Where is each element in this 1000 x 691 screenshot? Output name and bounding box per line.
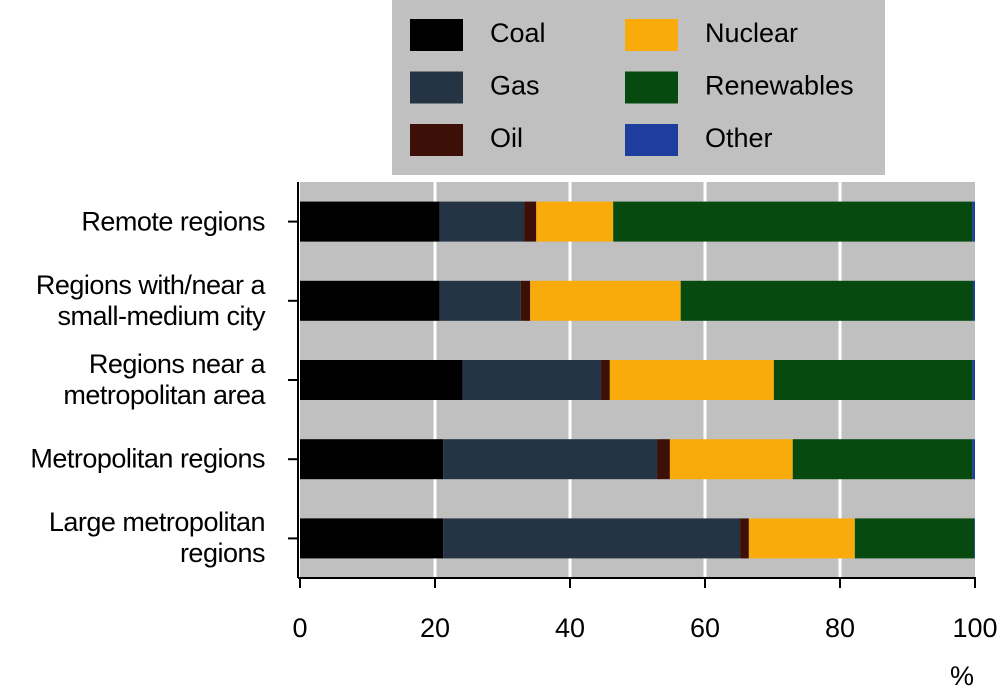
legend-swatch [625, 19, 678, 51]
bar-segment [972, 201, 975, 242]
legend-swatch [625, 124, 678, 156]
legend-swatch [410, 124, 463, 156]
bar-segment [748, 518, 855, 559]
x-tick-label: 40 [555, 613, 585, 643]
legend-swatch [410, 19, 463, 51]
bar-segment [300, 201, 440, 242]
bar-segment [792, 439, 973, 480]
bar-segment [613, 201, 973, 242]
bar-segment [439, 201, 525, 242]
bar-segment [680, 280, 973, 321]
legend-swatch [410, 71, 463, 104]
legend-label: Gas [490, 71, 540, 101]
bar-segment [443, 518, 741, 559]
bar-segment [300, 280, 440, 321]
bar-segment [300, 360, 463, 400]
bar-segment [972, 439, 975, 480]
bar-segment [520, 280, 531, 321]
bar-segment [974, 518, 975, 559]
y-tick-label: Regions near a metropolitan area [63, 349, 265, 410]
x-tick-label: 20 [420, 613, 450, 643]
bar-segment [601, 360, 610, 400]
bar-segment [524, 201, 537, 242]
y-tick-label: Metropolitan regions [30, 443, 265, 474]
legend-label: Coal [490, 18, 546, 48]
bar-segment [972, 280, 975, 321]
x-tick-label: 60 [690, 613, 720, 643]
legend-label: Nuclear [705, 18, 798, 48]
bar-segment [300, 439, 444, 480]
bar-segment [300, 518, 444, 559]
bar-segment [740, 518, 749, 559]
y-tick-label: Regions with/near a small-medium city [35, 269, 266, 331]
legend-swatch [625, 71, 678, 104]
legend-label: Renewables [705, 71, 854, 101]
y-tick-label: Remote regions [81, 206, 265, 237]
bar-segment [773, 360, 973, 400]
bar-segment [462, 360, 602, 400]
x-tick-label: 100 [952, 613, 997, 643]
x-axis-label: % [950, 661, 974, 691]
bar-segment [669, 439, 793, 480]
bar-segment [530, 280, 681, 321]
x-tick-label: 80 [825, 613, 855, 643]
bar-segment [854, 518, 975, 559]
bar-segment [443, 439, 658, 480]
legend-label: Oil [490, 123, 523, 153]
bar-segment [439, 280, 521, 321]
x-tick-label: 0 [292, 613, 307, 643]
bar-segment [609, 360, 774, 400]
bar-segment [972, 360, 975, 400]
legend-label: Other [705, 123, 773, 153]
y-tick-label: Large metropolitan regions [48, 507, 266, 569]
bar-segment [657, 439, 670, 480]
bar-segment [536, 201, 614, 242]
